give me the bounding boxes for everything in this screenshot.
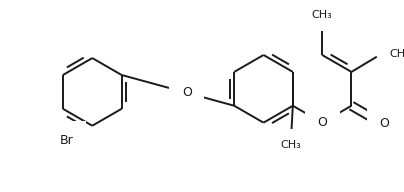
- Text: CH₃: CH₃: [312, 10, 332, 20]
- Text: O: O: [317, 116, 327, 129]
- Text: O: O: [182, 86, 192, 99]
- Text: CH₃: CH₃: [389, 49, 404, 59]
- Text: Br: Br: [60, 134, 74, 147]
- Text: CH₃: CH₃: [281, 140, 301, 150]
- Text: O: O: [379, 117, 389, 130]
